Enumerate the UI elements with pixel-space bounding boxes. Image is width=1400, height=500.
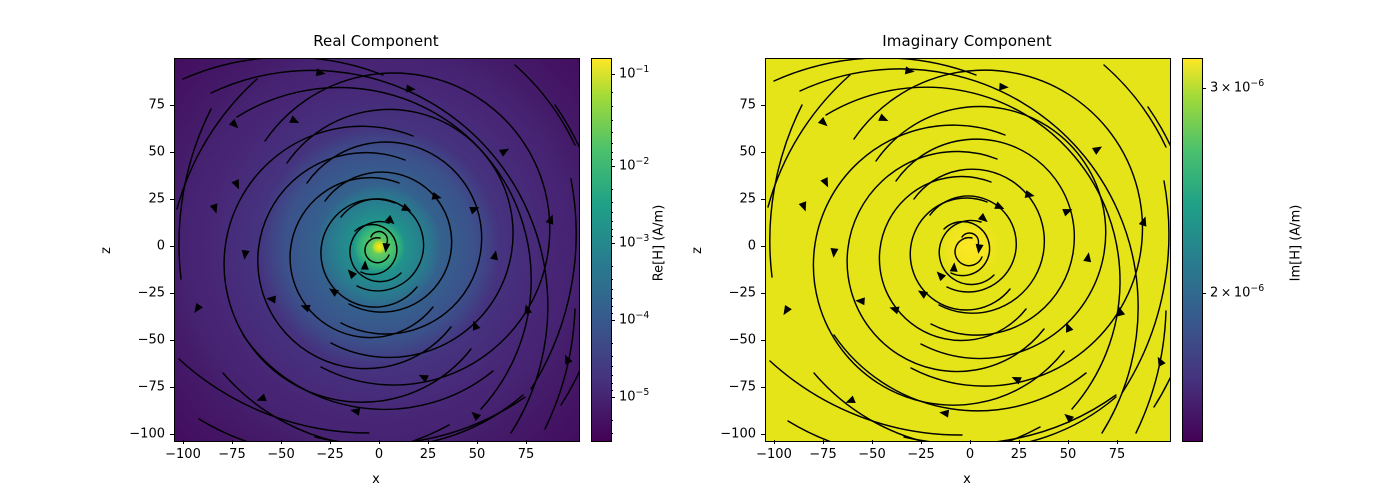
x-ticklabel: −75 [809,447,837,462]
y-ticklabel: 50 [739,144,756,160]
y-ticklabel: 25 [739,191,756,207]
axes-real [174,58,580,442]
y-ticklabel: 75 [739,97,756,113]
colorbar-label-imaginary: Im[H] (A/m) [1288,204,1304,282]
colorbar-ticklabel-imaginary: 2 × 10−6 [1210,283,1265,301]
x-axis-label-imaginary: x [963,472,971,487]
y-ticklabel: 0 [747,238,756,254]
x-ticklabel: −75 [218,447,246,462]
y-ticklabel: 75 [148,97,165,113]
panel-title-real: Real Component [313,32,439,50]
y-ticklabel: −75 [728,379,756,395]
y-ticklabel: −50 [137,332,165,348]
y-ticklabel: −25 [728,285,756,301]
y-ticklabel: −100 [720,426,756,442]
x-ticklabel: 0 [374,447,384,462]
colorbar-ticklabel-real: 10−5 [619,387,650,405]
x-ticklabel: −50 [267,447,295,462]
x-ticklabel: −100 [756,447,792,462]
x-ticklabel: 25 [1010,447,1028,462]
colorbar-ticklabel-real: 10−3 [619,233,650,251]
y-ticklabel: −50 [728,332,756,348]
y-axis-label-imaginary: z [689,247,705,254]
x-ticklabel: 25 [419,447,437,462]
x-ticklabel: −100 [165,447,201,462]
panel-title-imaginary: Imaginary Component [882,32,1052,50]
colorbar-gradient-real [592,59,611,441]
x-ticklabel: 75 [1108,447,1126,462]
x-ticklabel: 75 [517,447,535,462]
colorbar-gradient-imaginary [1183,59,1202,441]
streamlines-imaginary [766,59,1170,441]
y-ticklabel: 50 [148,144,165,160]
y-ticklabel: 25 [148,191,165,207]
colorbar-ticklabel-real: 10−2 [619,156,650,174]
x-ticklabel: −25 [316,447,344,462]
y-ticklabel: −100 [129,426,165,442]
colorbar-ticklabel-real: 10−4 [619,310,650,328]
field-image-imaginary [766,59,1170,441]
x-axis-label-real: x [372,472,380,487]
y-ticklabel: −75 [137,379,165,395]
x-ticklabel: −50 [858,447,886,462]
axes-imaginary [765,58,1171,442]
colorbar-ticklabel-real: 10−1 [619,64,650,82]
field-image-real [175,59,579,441]
y-ticklabel: −25 [137,285,165,301]
y-ticklabel: 0 [156,238,165,254]
x-ticklabel: −25 [907,447,935,462]
colorbar-ticklabel-imaginary: 3 × 10−6 [1210,78,1265,96]
colorbar-imaginary [1182,58,1203,442]
x-ticklabel: 50 [468,447,486,462]
x-ticklabel: 0 [965,447,975,462]
streamlines-real [175,59,579,441]
colorbar-real [591,58,612,442]
x-ticklabel: 50 [1059,447,1077,462]
